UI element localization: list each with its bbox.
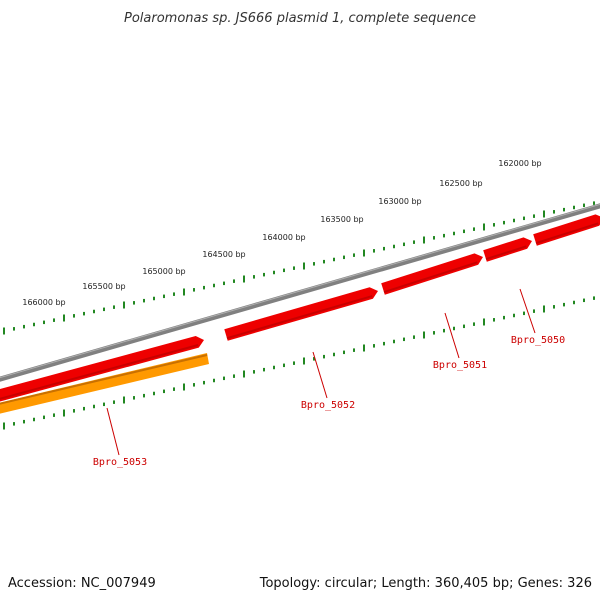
backbone-highlight [0,203,600,379]
gene-label-bpro-5052[interactable]: Bpro_5052 [301,351,355,411]
sequence-backbone [0,203,600,382]
scale-label: 163500 bp [320,215,363,224]
gene-bpro-5051[interactable] [381,253,483,295]
gene-label-bpro-5053[interactable]: Bpro_5053 [93,407,147,468]
map-title: Polaromonas sp. JS666 plasmid 1, complet… [124,11,476,26]
gene-label-bpro-5051[interactable]: Bpro_5051 [433,312,487,371]
gene-label-text: Bpro_5053 [93,457,147,468]
scale-label: 165000 bp [142,267,185,276]
scale-label: 163000 bp [378,197,421,206]
scale-label: 162500 bp [439,179,482,188]
leader-line [312,351,328,399]
gene-bpro-5050[interactable] [533,214,600,246]
gene-track [0,214,600,404]
gene-bpro-5053[interactable] [0,336,204,404]
scale-label: 164500 bp [202,250,245,259]
leader-line [106,407,120,456]
gene-labels: Bpro_5050 Bpro_5051 Bpro_5052 Bpro_5053 [93,288,565,468]
cds-feature-bpro-5053[interactable] [0,353,209,416]
scale-label: 164000 bp [262,233,305,242]
gene-label-text: Bpro_5052 [301,400,355,411]
scale-labels: 162000 bp 162500 bp 163000 bp 163500 bp 1640… [22,159,541,307]
accession-label: Accession: NC_007949 [8,576,156,591]
gene-label-text: Bpro_5050 [511,335,565,346]
inner-scale-ticks [3,296,595,430]
outer-scale-ticks [3,201,595,335]
cds-track [0,353,209,416]
scale-label: 162000 bp [498,159,541,168]
scale-label: 165500 bp [82,282,125,291]
gene-bpro-5052[interactable] [224,287,378,341]
leader-line [519,288,536,334]
leader-line [444,312,460,359]
backbone-line [0,203,600,382]
gene-label-bpro-5050[interactable]: Bpro_5050 [511,288,565,346]
gene-label-text: Bpro_5051 [433,360,487,371]
topology-summary: Topology: circular; Length: 360,405 bp; … [259,576,592,591]
gene-bpro-5050-segment[interactable] [483,237,532,262]
scale-label: 166000 bp [22,298,65,307]
